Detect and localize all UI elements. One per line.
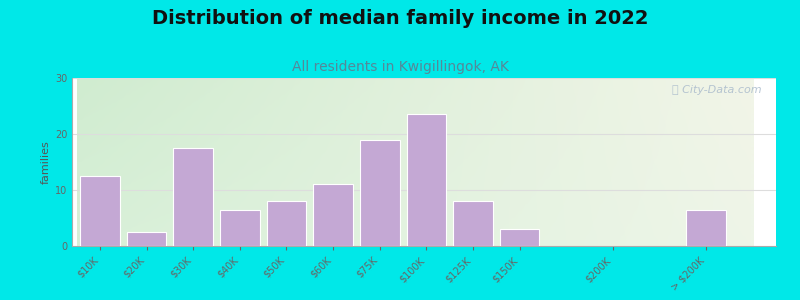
Text: ⓘ City-Data.com: ⓘ City-Data.com — [672, 85, 762, 95]
Bar — [406, 114, 446, 246]
Bar — [453, 201, 493, 246]
Bar — [360, 140, 399, 246]
Bar — [266, 201, 306, 246]
Bar — [174, 148, 213, 246]
Bar — [686, 210, 726, 246]
Bar — [80, 176, 120, 246]
Bar — [500, 229, 539, 246]
Bar — [126, 232, 166, 246]
Bar — [314, 184, 353, 246]
Y-axis label: families: families — [41, 140, 50, 184]
Text: Distribution of median family income in 2022: Distribution of median family income in … — [152, 9, 648, 28]
Bar — [220, 210, 260, 246]
Text: All residents in Kwigillingok, AK: All residents in Kwigillingok, AK — [291, 60, 509, 74]
